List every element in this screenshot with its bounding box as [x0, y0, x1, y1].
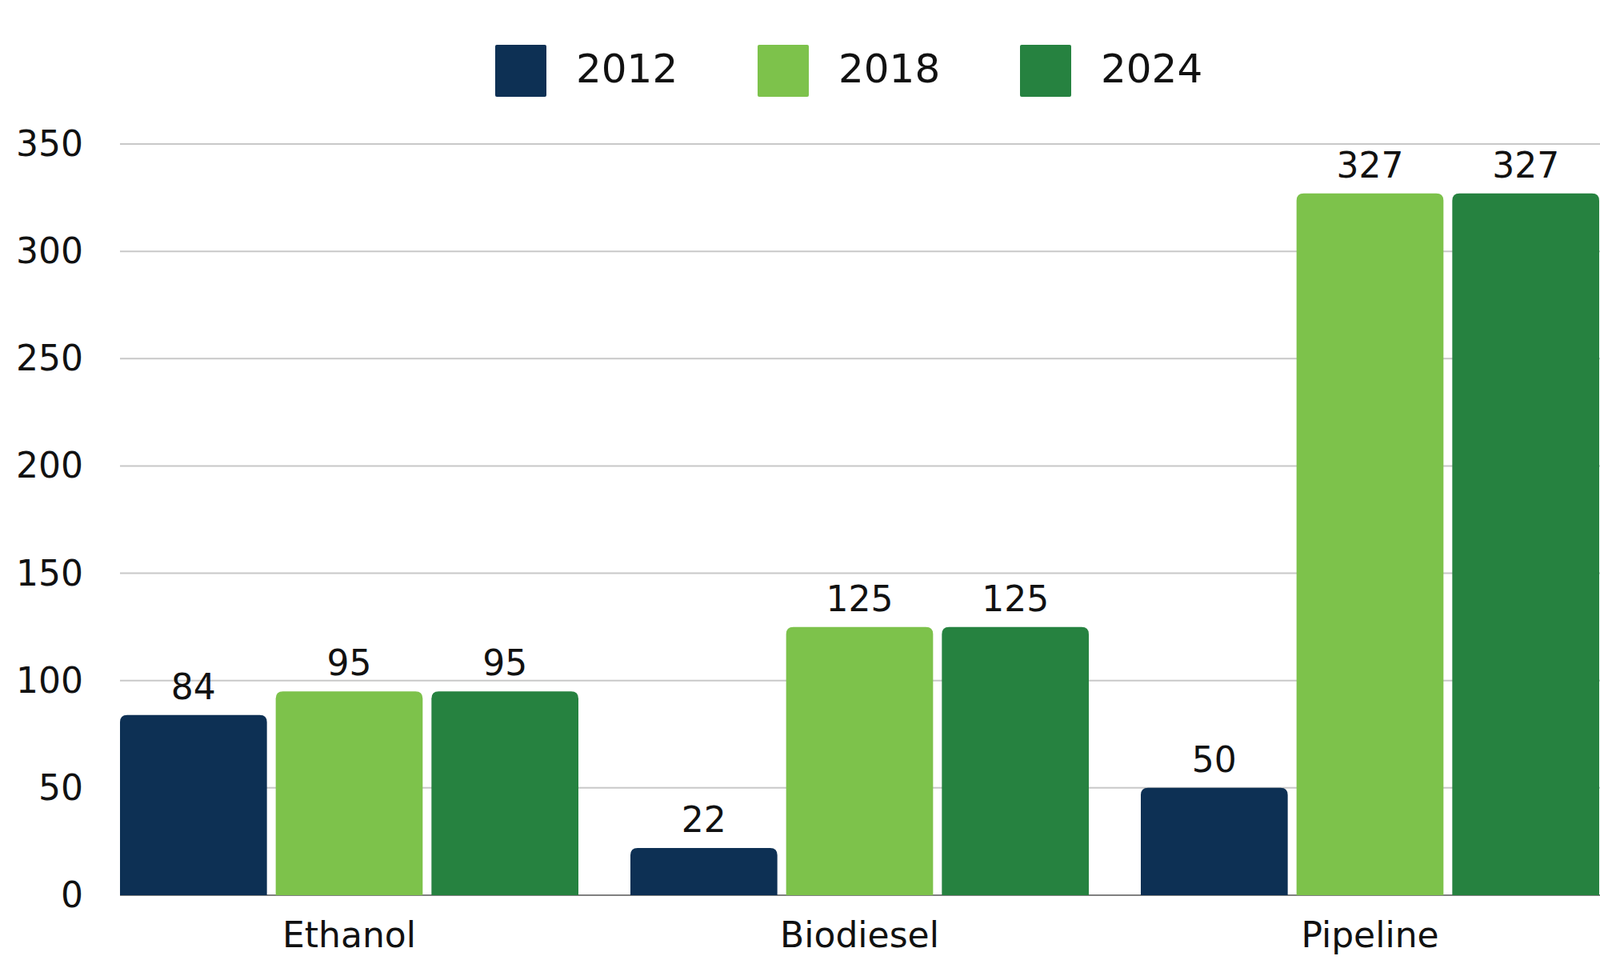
data-label: 125 [981, 578, 1049, 620]
y-tick-label: 200 [16, 444, 84, 486]
legend-label: 2018 [838, 45, 940, 92]
y-tick-label: 0 [60, 874, 84, 916]
y-tick-label: 300 [16, 230, 84, 272]
data-label: 50 [1192, 739, 1237, 780]
legend-label: 2024 [1100, 45, 1203, 92]
y-tick-label: 350 [16, 123, 84, 164]
y-tick-label: 150 [16, 552, 84, 594]
bar [1296, 193, 1444, 896]
legend-label: 2012 [576, 45, 678, 92]
data-label: 95 [327, 642, 372, 684]
bar [276, 691, 424, 896]
x-tick-label: Pipeline [1300, 914, 1439, 956]
y-tick-label: 50 [38, 767, 84, 808]
bar [120, 715, 268, 896]
bar [941, 627, 1089, 896]
legend-swatch [757, 44, 809, 97]
y-tick-label: 250 [16, 337, 84, 379]
bar [630, 848, 778, 896]
data-label: 125 [826, 578, 894, 620]
data-label: 327 [1492, 144, 1560, 186]
bar [1140, 788, 1288, 896]
data-labels: 84 95 95 22 125 125 50 327 327 [171, 144, 1560, 840]
data-label: 327 [1336, 144, 1404, 186]
bar [786, 627, 934, 896]
data-label: 84 [171, 666, 216, 708]
legend: 2012 2018 2024 [495, 44, 1203, 97]
grid [120, 144, 1600, 896]
legend-swatch [1020, 44, 1072, 97]
y-tick-label: 100 [16, 660, 84, 701]
bar [1452, 193, 1600, 896]
data-label: 95 [482, 642, 528, 684]
bars [120, 193, 1600, 896]
x-tick-label: Ethanol [282, 914, 416, 956]
bar [431, 691, 579, 896]
data-label: 22 [681, 799, 727, 840]
legend-swatch [495, 44, 547, 97]
x-tick-label: Biodiesel [780, 914, 940, 956]
